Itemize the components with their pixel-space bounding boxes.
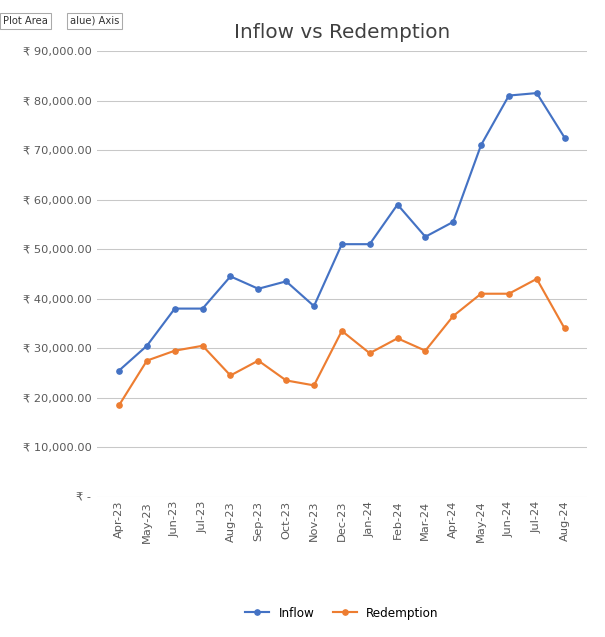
Redemption	[394, 334, 401, 342]
Redemption	[199, 342, 206, 350]
Inflow	[450, 218, 457, 225]
Inflow	[505, 92, 512, 99]
Inflow	[255, 285, 262, 292]
Redemption	[422, 347, 429, 355]
Inflow	[227, 273, 234, 280]
Redemption	[561, 325, 568, 333]
Redemption	[338, 327, 345, 334]
Redemption	[171, 347, 178, 355]
Inflow	[283, 278, 290, 285]
Text: alue) Axis: alue) Axis	[70, 16, 119, 26]
Inflow	[561, 134, 568, 141]
Inflow	[533, 89, 540, 97]
Redemption	[310, 382, 318, 389]
Inflow	[116, 367, 123, 375]
Redemption	[477, 290, 485, 297]
Redemption	[116, 401, 123, 409]
Title: Inflow vs Redemption: Inflow vs Redemption	[234, 23, 450, 41]
Redemption	[366, 349, 373, 357]
Inflow	[143, 342, 151, 350]
Line: Inflow: Inflow	[116, 90, 567, 373]
Inflow	[422, 233, 429, 241]
Inflow	[338, 240, 345, 248]
Inflow	[366, 240, 373, 248]
Redemption	[533, 275, 540, 283]
Redemption	[143, 357, 151, 364]
Line: Redemption: Redemption	[116, 276, 567, 408]
Redemption	[255, 357, 262, 364]
Inflow	[477, 141, 485, 149]
Inflow	[394, 201, 401, 208]
Redemption	[450, 312, 457, 320]
Inflow	[310, 303, 318, 310]
Redemption	[227, 371, 234, 379]
Legend: Inflow, Redemption: Inflow, Redemption	[240, 602, 443, 625]
Inflow	[171, 304, 178, 312]
Redemption	[283, 376, 290, 384]
Inflow	[199, 304, 206, 312]
Redemption	[505, 290, 512, 297]
Text: Plot Area: Plot Area	[3, 16, 48, 26]
